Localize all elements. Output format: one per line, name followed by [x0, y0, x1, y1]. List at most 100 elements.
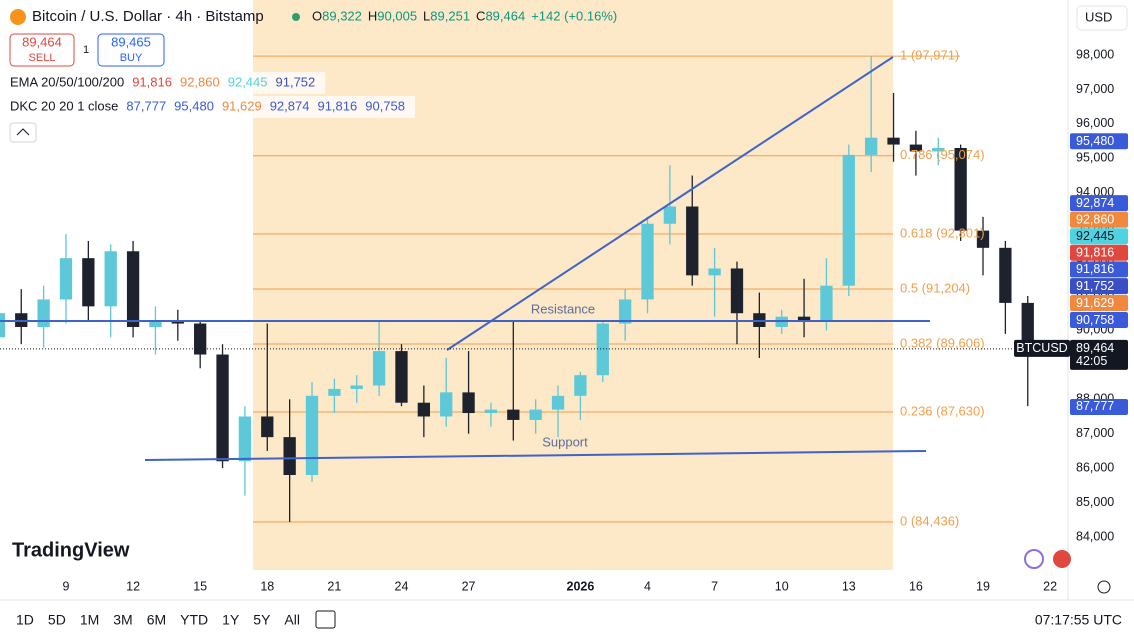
currency[interactable]: USD	[1085, 9, 1112, 24]
price-tag-label: 91,752	[1076, 279, 1114, 293]
buy-label[interactable]: BUY	[120, 52, 143, 64]
ohlc-change: +142 (+0.16%)	[531, 8, 617, 23]
sell-price[interactable]: 89,464	[22, 34, 62, 49]
currency-select[interactable]	[1076, 5, 1128, 31]
countdown: 42:05	[1076, 354, 1107, 368]
ohlc-key: H	[368, 8, 377, 23]
ohlc-value: 89,322	[322, 8, 362, 23]
quantity: 1	[83, 44, 89, 56]
range-button[interactable]: 1D	[16, 612, 34, 628]
candle-body	[999, 247, 1012, 303]
candle-body	[618, 299, 632, 324]
collapse-icon[interactable]	[16, 128, 30, 136]
range-button[interactable]: 3M	[113, 612, 132, 628]
range-button[interactable]: 5Y	[253, 612, 271, 628]
price-tag	[1070, 278, 1128, 295]
range-button[interactable]: 1M	[80, 612, 99, 628]
candle-body	[104, 251, 117, 307]
x-tick-label: 16	[909, 579, 923, 593]
candle-body	[305, 395, 319, 475]
trend-line	[446, 56, 894, 351]
range-button[interactable]: YTD	[180, 612, 208, 628]
candle-body	[909, 144, 923, 152]
price-tag-label: 87,777	[1076, 399, 1114, 413]
indicator-value: 91,752	[276, 74, 316, 89]
fib-zone	[253, 0, 893, 570]
collapse-button[interactable]	[9, 122, 37, 143]
fib-label: 1 (97,971)	[900, 48, 959, 63]
range-button[interactable]: 5D	[48, 612, 66, 628]
annotation: Support	[542, 434, 588, 449]
candle-body	[596, 323, 609, 376]
x-tick-label: 7	[711, 579, 718, 593]
settings-icon[interactable]	[1097, 580, 1111, 594]
indicator-value: 92,860	[180, 74, 220, 89]
price-tag	[1070, 195, 1128, 212]
price-tag-label: 91,629	[1076, 296, 1114, 310]
flag-icon[interactable]	[1053, 550, 1071, 568]
coin-icon	[10, 9, 26, 25]
x-tick-label: 2026	[567, 579, 595, 593]
indicator-name: EMA 20/50/100/200	[10, 74, 124, 89]
candle-body	[976, 230, 990, 248]
annotation: Resistance	[531, 301, 595, 316]
ohlc-value: 90,005	[377, 8, 417, 23]
candle-body	[820, 285, 833, 321]
x-tick-label: 21	[327, 579, 341, 593]
price-tag-label: 92,445	[1076, 229, 1114, 243]
candle-body	[417, 402, 430, 417]
y-tick-label: 85,000	[1076, 495, 1114, 509]
candle-body	[1021, 302, 1034, 349]
price-tag-label: 95,480	[1076, 134, 1114, 148]
candle-body	[462, 392, 475, 414]
support-line	[144, 450, 927, 461]
price-tag	[1070, 133, 1128, 150]
y-tick-label: 95,000	[1076, 151, 1114, 165]
symbol-tag-label: BTCUSD	[1016, 341, 1067, 355]
candle-body	[395, 351, 408, 403]
price-tag	[1070, 398, 1128, 415]
candle-body	[328, 388, 341, 396]
indicator-value: 91,816	[317, 98, 357, 113]
fib-label: 0.236 (87,630)	[900, 403, 985, 418]
indicator-value: 87,777	[126, 98, 166, 113]
candle-body	[440, 392, 453, 417]
fib-label: 0.786 (95,074)	[900, 147, 985, 162]
indicator-value: 92,874	[270, 98, 310, 113]
candle-body	[261, 416, 274, 438]
indicator-value: 91,816	[132, 74, 172, 89]
fib-label: 0.5 (91,204)	[900, 280, 970, 295]
candle-body	[887, 137, 900, 145]
price-tag	[1070, 211, 1128, 228]
range-button[interactable]: 1Y	[222, 612, 240, 628]
ohlc-key: C	[476, 8, 485, 23]
x-tick-label: 15	[193, 579, 207, 593]
candle-body	[0, 313, 6, 338]
x-tick-label: 19	[976, 579, 990, 593]
price-tag-label: 90,758	[1076, 313, 1114, 327]
x-tick-label: 9	[63, 579, 70, 593]
indicator-bg	[6, 72, 326, 94]
range-button[interactable]: All	[284, 612, 300, 628]
market-status	[292, 13, 300, 21]
candle-body	[126, 251, 140, 327]
candle-body	[865, 137, 878, 155]
candle-body	[551, 395, 565, 410]
price-tag	[1070, 294, 1128, 311]
symbol-tag	[1014, 339, 1070, 357]
last-price-label: 89,464	[1076, 341, 1114, 355]
fib-label: 0.618 (92,801)	[900, 225, 985, 240]
indicator-value: 91,629	[222, 98, 262, 113]
buy-button[interactable]	[97, 33, 165, 67]
sell-label[interactable]: SELL	[29, 52, 56, 64]
sell-button[interactable]	[9, 33, 75, 67]
candle-body	[730, 268, 744, 314]
candle-body	[797, 316, 811, 321]
range-button[interactable]: 6M	[147, 612, 166, 628]
buy-price[interactable]: 89,465	[111, 34, 151, 49]
calendar-icon[interactable]	[315, 610, 336, 629]
y-tick-label: 87,000	[1076, 426, 1114, 440]
flash-icon[interactable]	[1024, 549, 1044, 569]
